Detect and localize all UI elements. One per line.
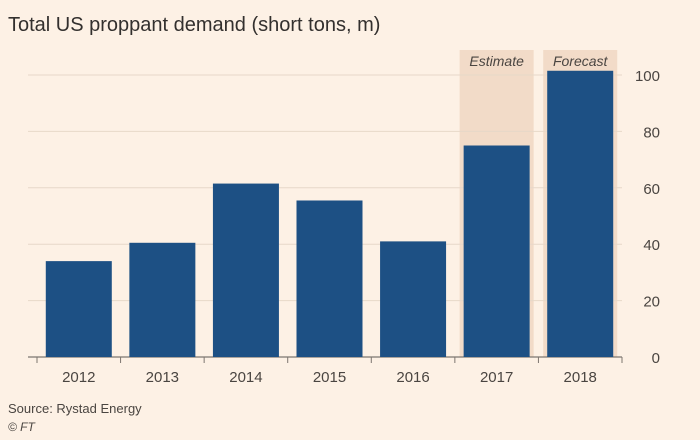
source-note: Source: Rystad Energy [8,401,142,416]
y-tick-label: 40 [643,237,660,254]
x-tick-label: 2017 [480,369,513,386]
bar [463,145,530,357]
bar [380,241,447,357]
annotation-label: Forecast [553,53,609,69]
bar [129,242,196,357]
y-tick-label: 100 [635,68,660,85]
x-tick-label: 2012 [62,369,95,386]
x-tick-label: 2013 [146,369,179,386]
y-tick-label: 0 [652,350,660,367]
y-tick-label: 20 [643,294,660,311]
credit-note: © FT [8,420,35,434]
bar [45,261,112,357]
x-tick-label: 2018 [564,369,597,386]
annotation-label: Estimate [469,53,524,69]
x-tick-label: 2014 [229,369,262,386]
x-tick-label: 2016 [396,369,429,386]
bar [296,200,363,357]
y-tick-label: 60 [643,181,660,198]
bar [212,183,279,357]
y-tick-label: 80 [643,124,660,141]
bar [547,70,614,358]
chart-title: Total US proppant demand (short tons, m) [8,14,381,36]
x-tick-label: 2015 [313,369,346,386]
